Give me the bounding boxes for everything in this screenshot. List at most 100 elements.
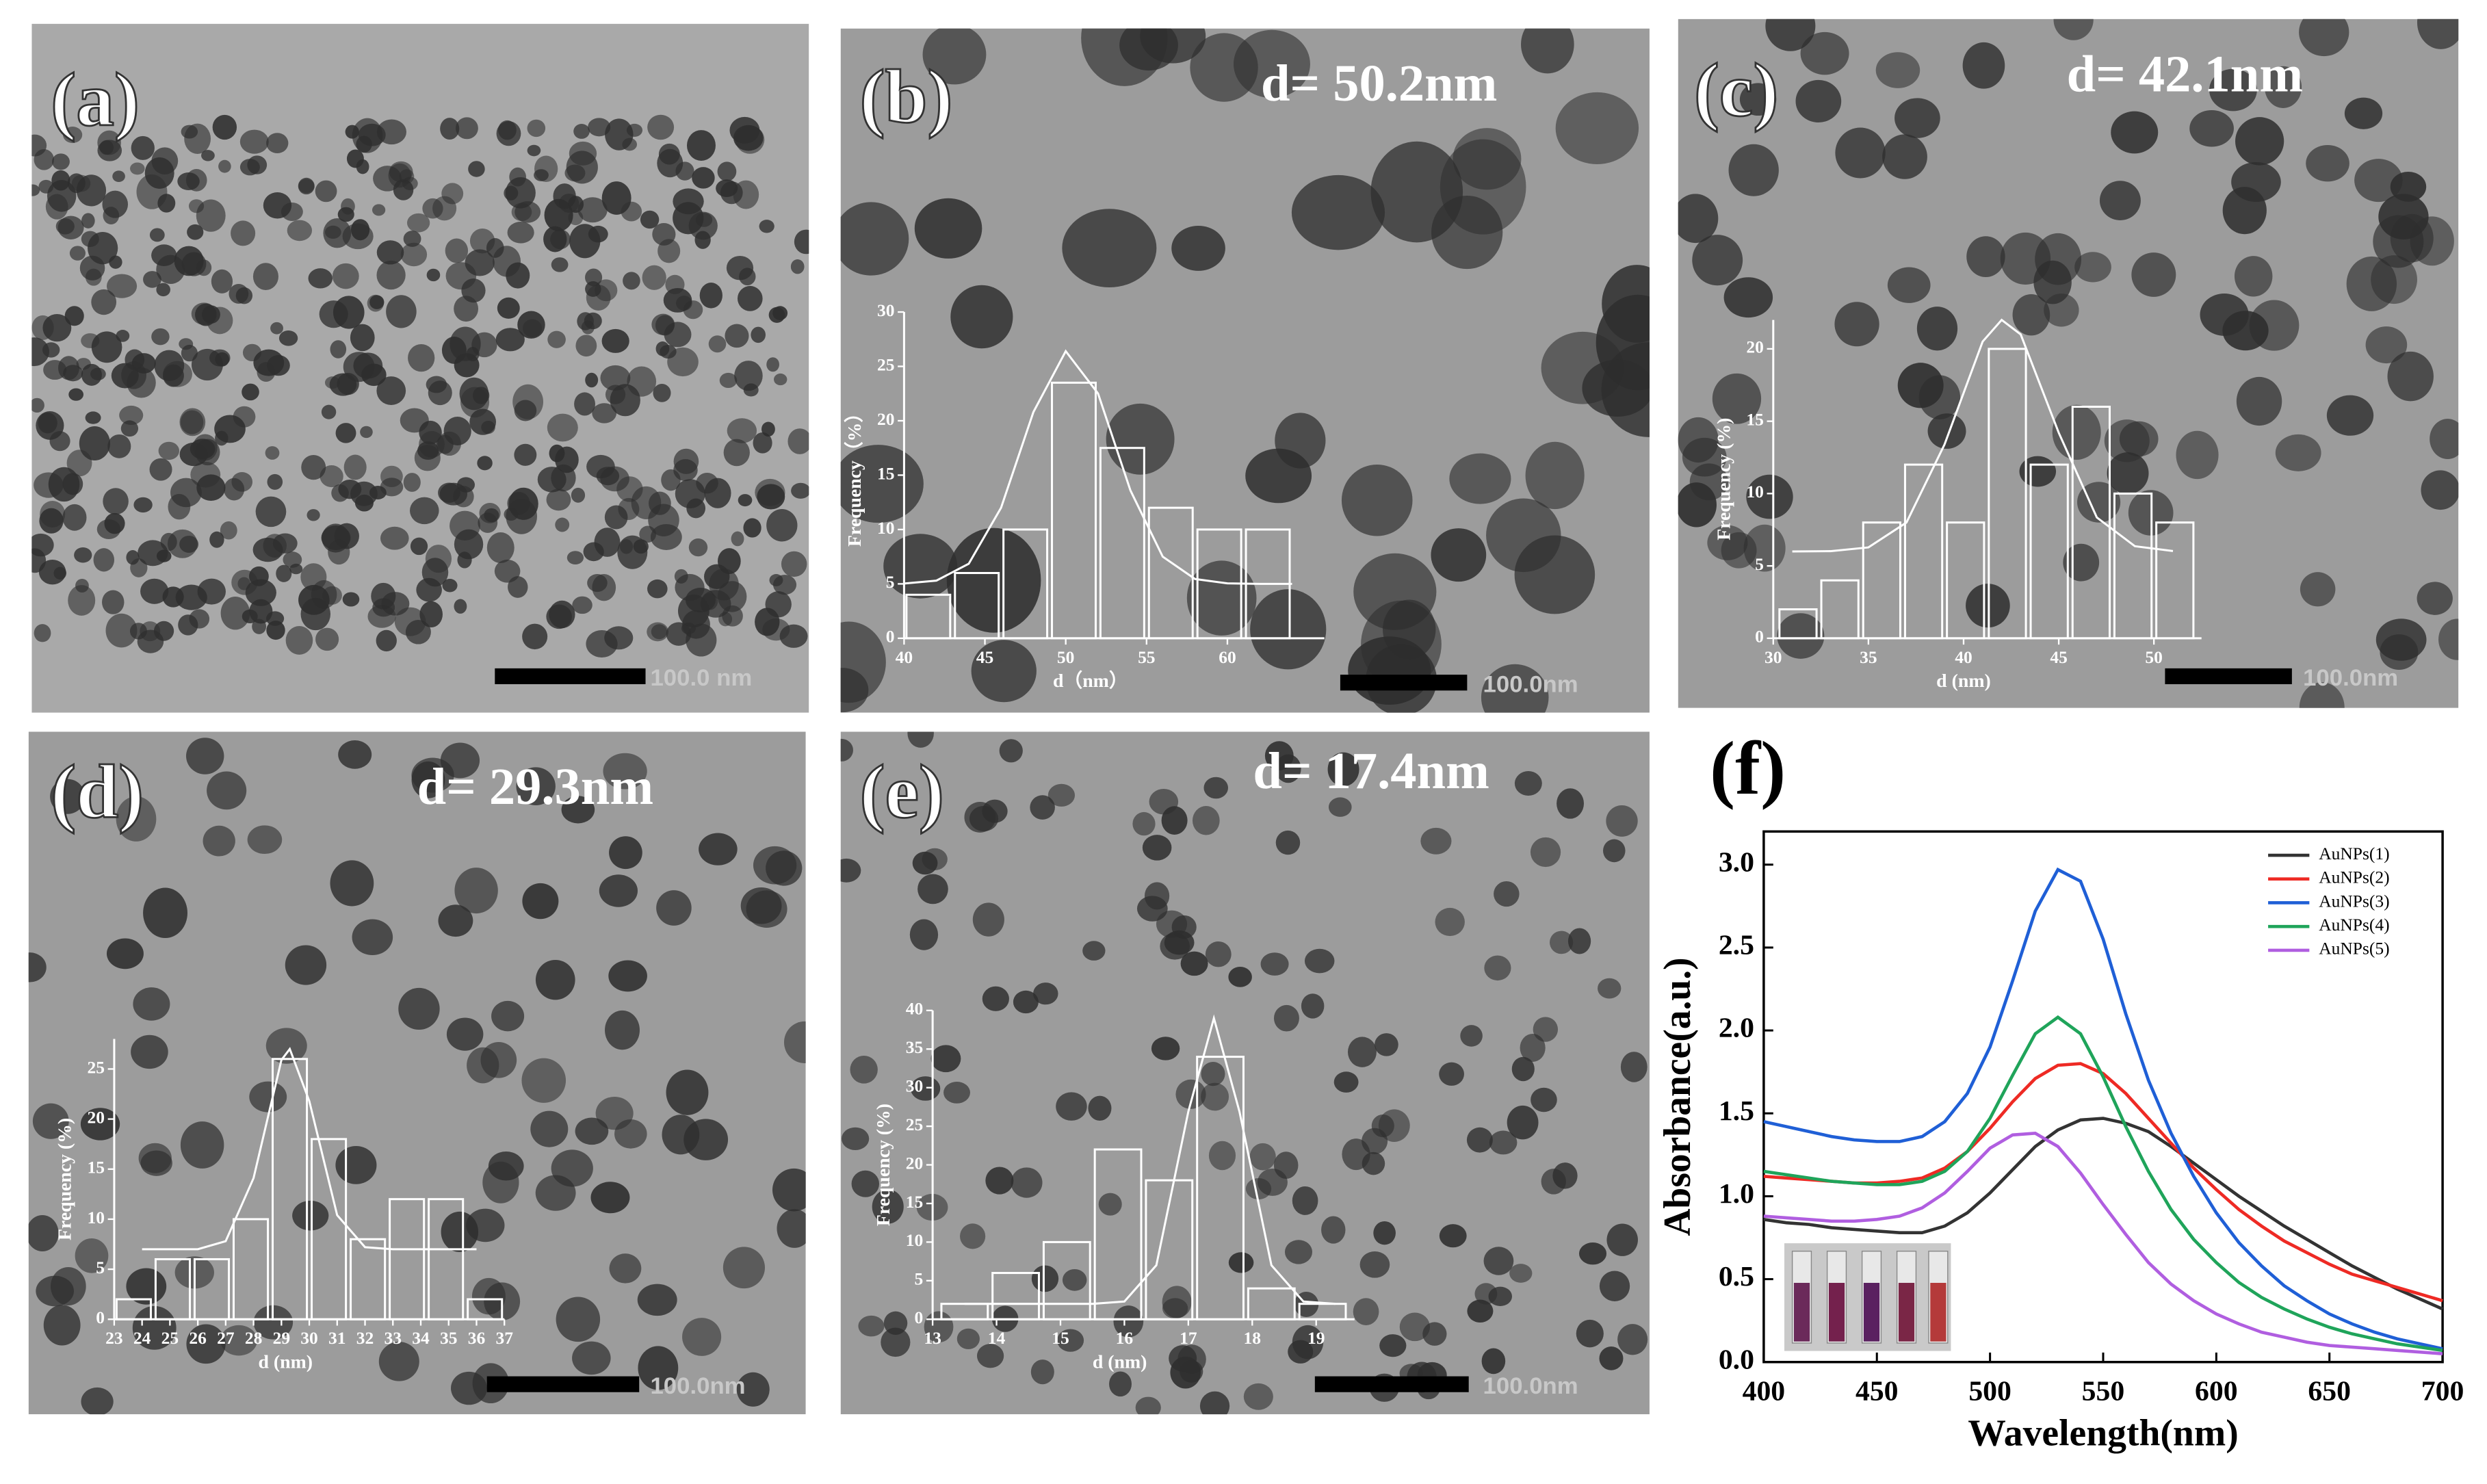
y-tick-label: 2.5 (1719, 930, 1754, 961)
particle (218, 159, 231, 173)
particle (454, 529, 484, 560)
particle (471, 1277, 506, 1315)
particle (840, 858, 861, 883)
particle (883, 1311, 908, 1336)
particle (207, 771, 247, 810)
particle (369, 295, 385, 309)
particle (191, 348, 223, 381)
particle (335, 423, 356, 443)
particle (170, 478, 202, 508)
particle (315, 627, 339, 651)
particle (1033, 982, 1058, 1005)
particle (2371, 255, 2417, 304)
particle (950, 285, 1013, 349)
particle (1301, 993, 1325, 1019)
particle (133, 497, 153, 513)
particle (572, 596, 593, 614)
particle (2299, 18, 2349, 57)
particle (1431, 528, 1487, 582)
x-tick-label: 28 (245, 1328, 262, 1348)
particle (534, 169, 549, 181)
particle (840, 202, 909, 276)
particle (1800, 31, 1849, 75)
particle (195, 303, 217, 326)
particle (527, 144, 541, 157)
particle (599, 874, 638, 907)
particle (2264, 66, 2302, 108)
particle (265, 611, 285, 626)
particle (1834, 302, 1879, 347)
particle (1135, 1396, 1161, 1415)
particle (1678, 194, 1719, 244)
particle (376, 629, 397, 652)
particle (1288, 1340, 1314, 1364)
x-tick-label: 15 (1052, 1328, 1069, 1348)
particle (371, 582, 396, 610)
particle (551, 1149, 593, 1187)
particle (535, 959, 575, 1000)
particle (1140, 28, 1206, 64)
particle (437, 431, 462, 456)
particle (285, 625, 313, 655)
particle (960, 1223, 986, 1249)
legend-label: AuNPs(3) (2319, 891, 2389, 911)
particle (186, 1324, 226, 1364)
particle (301, 454, 326, 480)
particle (403, 473, 421, 492)
particle (43, 1305, 81, 1346)
x-tick-label: 55 (1138, 647, 1155, 667)
particle (574, 392, 595, 416)
particle (298, 177, 315, 195)
y-tick-label: 1.0 (1719, 1178, 1754, 1210)
particle (378, 1342, 419, 1381)
particle (971, 640, 1037, 703)
particle (179, 338, 194, 350)
particle (2235, 117, 2284, 166)
particle (746, 890, 787, 928)
x-tick-label: 33 (385, 1328, 402, 1348)
particle (209, 531, 224, 548)
particle (68, 388, 84, 401)
particle (1582, 359, 1650, 417)
particle (609, 1253, 642, 1284)
particle (1199, 1391, 1230, 1415)
particle (249, 1081, 287, 1112)
particle (1113, 1305, 1144, 1338)
particle (1439, 1062, 1464, 1086)
x-tick-label: 23 (105, 1328, 122, 1348)
particle (737, 285, 763, 311)
x-tick-label: 13 (924, 1328, 941, 1348)
particle (514, 443, 537, 466)
x-axis-label: d (nm) (259, 1351, 313, 1372)
particle (426, 268, 441, 282)
x-axis-label: Wavelength(nm) (1968, 1411, 2239, 1454)
particle (972, 902, 1004, 937)
particle (718, 548, 741, 575)
particle (1617, 1324, 1648, 1355)
particle (1057, 1329, 1084, 1352)
particle (2344, 97, 2383, 129)
y-tick-label: 5 (96, 1258, 105, 1277)
particle (1494, 881, 1520, 907)
particle (1149, 788, 1179, 815)
particle (650, 523, 682, 550)
particle (196, 474, 226, 502)
particle (330, 860, 374, 907)
x-tick-label: 40 (1955, 647, 1972, 667)
particle (699, 283, 722, 309)
particle (2430, 419, 2459, 459)
scale-bar (495, 668, 646, 685)
particle (781, 551, 807, 577)
particle (585, 372, 599, 388)
particle (766, 357, 779, 372)
particle (177, 172, 200, 191)
particle (102, 590, 125, 614)
y-tick-label: 10 (88, 1208, 105, 1227)
particle (1467, 1299, 1494, 1323)
particle (509, 167, 526, 187)
particle (454, 868, 498, 914)
particle (224, 478, 245, 501)
particle (601, 328, 629, 353)
particle (608, 960, 647, 992)
particle (667, 347, 699, 377)
